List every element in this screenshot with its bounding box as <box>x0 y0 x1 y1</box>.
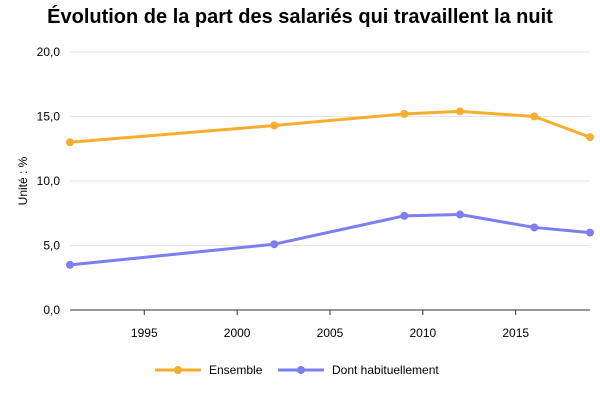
legend-label-0: Ensemble <box>209 363 263 377</box>
data-point <box>270 240 279 249</box>
axes: 0,0 5,0 10,0 15,0 20,0 1995 2000 2005 2010 2015 Un… <box>16 45 590 340</box>
data-point <box>270 121 279 130</box>
legend-label-1: Dont habituellement <box>332 363 439 377</box>
data-point <box>530 112 539 121</box>
y-tick-label: 20,0 <box>37 45 61 59</box>
x-tick-label: 2015 <box>502 326 529 340</box>
chart-title: Évolution de la part des salariés qui tr… <box>47 6 553 28</box>
data-point <box>456 107 464 116</box>
legend-swatch-marker-1 <box>297 366 305 374</box>
x-tick-label: 2005 <box>317 326 344 340</box>
x-tick-label: 1995 <box>131 326 158 340</box>
legend-swatch-marker-0 <box>174 366 182 374</box>
series-line-1 <box>68 213 592 267</box>
series-layer <box>66 107 594 269</box>
data-point <box>66 138 74 147</box>
data-point <box>586 228 594 237</box>
data-point <box>586 133 594 142</box>
y-tick-label: 5,0 <box>43 239 60 253</box>
y-axis-title: Unité : % <box>16 156 30 205</box>
x-tick-label: 2000 <box>224 326 251 340</box>
y-tick-label: 0,0 <box>43 303 60 317</box>
data-point <box>400 109 409 118</box>
data-point <box>66 260 74 269</box>
y-tick-label: 10,0 <box>37 174 61 188</box>
series-line-0 <box>68 109 592 144</box>
data-point <box>456 210 464 219</box>
x-tick-label: 2010 <box>410 326 437 340</box>
legend: Ensemble Dont habituellement <box>155 363 439 377</box>
y-tick-label: 15,0 <box>37 110 61 124</box>
data-point <box>400 211 409 220</box>
gridlines <box>70 51 590 246</box>
data-point <box>530 223 539 232</box>
